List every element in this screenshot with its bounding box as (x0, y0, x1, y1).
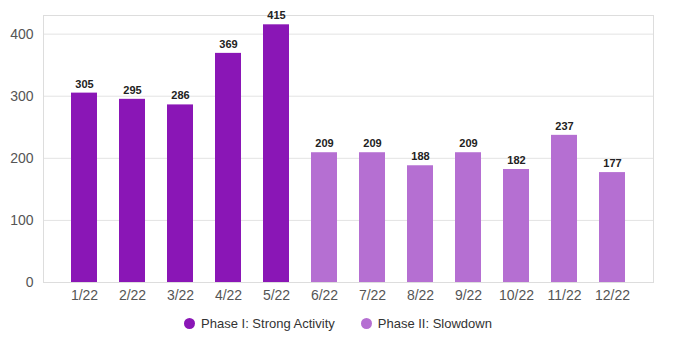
svg-text:7/22: 7/22 (359, 287, 386, 303)
svg-text:295: 295 (123, 84, 141, 96)
html-text:Phase II: Slowdown: Phase II: Slowdown (377, 316, 492, 331)
svg-text:415: 415 (267, 9, 285, 21)
svg-text:5/22: 5/22 (263, 287, 290, 303)
svg-text:305: 305 (75, 78, 93, 90)
svg-text:200: 200 (10, 150, 34, 166)
svg-text:209: 209 (459, 137, 477, 149)
svg-text:9/22: 9/22 (455, 287, 482, 303)
svg-text:6/22: 6/22 (311, 287, 338, 303)
svg-text:369: 369 (219, 38, 237, 50)
svg-text:237: 237 (555, 120, 573, 132)
svg-text:400: 400 (10, 26, 34, 42)
svg-text:12/22: 12/22 (595, 287, 630, 303)
svg-text:10/22: 10/22 (499, 287, 534, 303)
svg-text:1/22: 1/22 (71, 287, 98, 303)
html-text:Phase I: Strong Activity: Phase I: Strong Activity (201, 316, 335, 331)
svg-text:209: 209 (363, 137, 381, 149)
svg-text:100: 100 (10, 212, 34, 228)
svg-text:2/22: 2/22 (119, 287, 146, 303)
svg-text:11/22: 11/22 (548, 287, 582, 303)
svg-text:300: 300 (10, 88, 34, 104)
svg-text:209: 209 (315, 137, 333, 149)
svg-text:177: 177 (603, 157, 621, 169)
svg-text:286: 286 (171, 89, 189, 101)
svg-text:4/22: 4/22 (215, 287, 242, 303)
svg-text:3/22: 3/22 (167, 287, 194, 303)
svg-text:188: 188 (411, 150, 429, 162)
svg-text:182: 182 (507, 154, 525, 166)
svg-text:8/22: 8/22 (407, 287, 434, 303)
svg-text:0: 0 (26, 274, 34, 290)
